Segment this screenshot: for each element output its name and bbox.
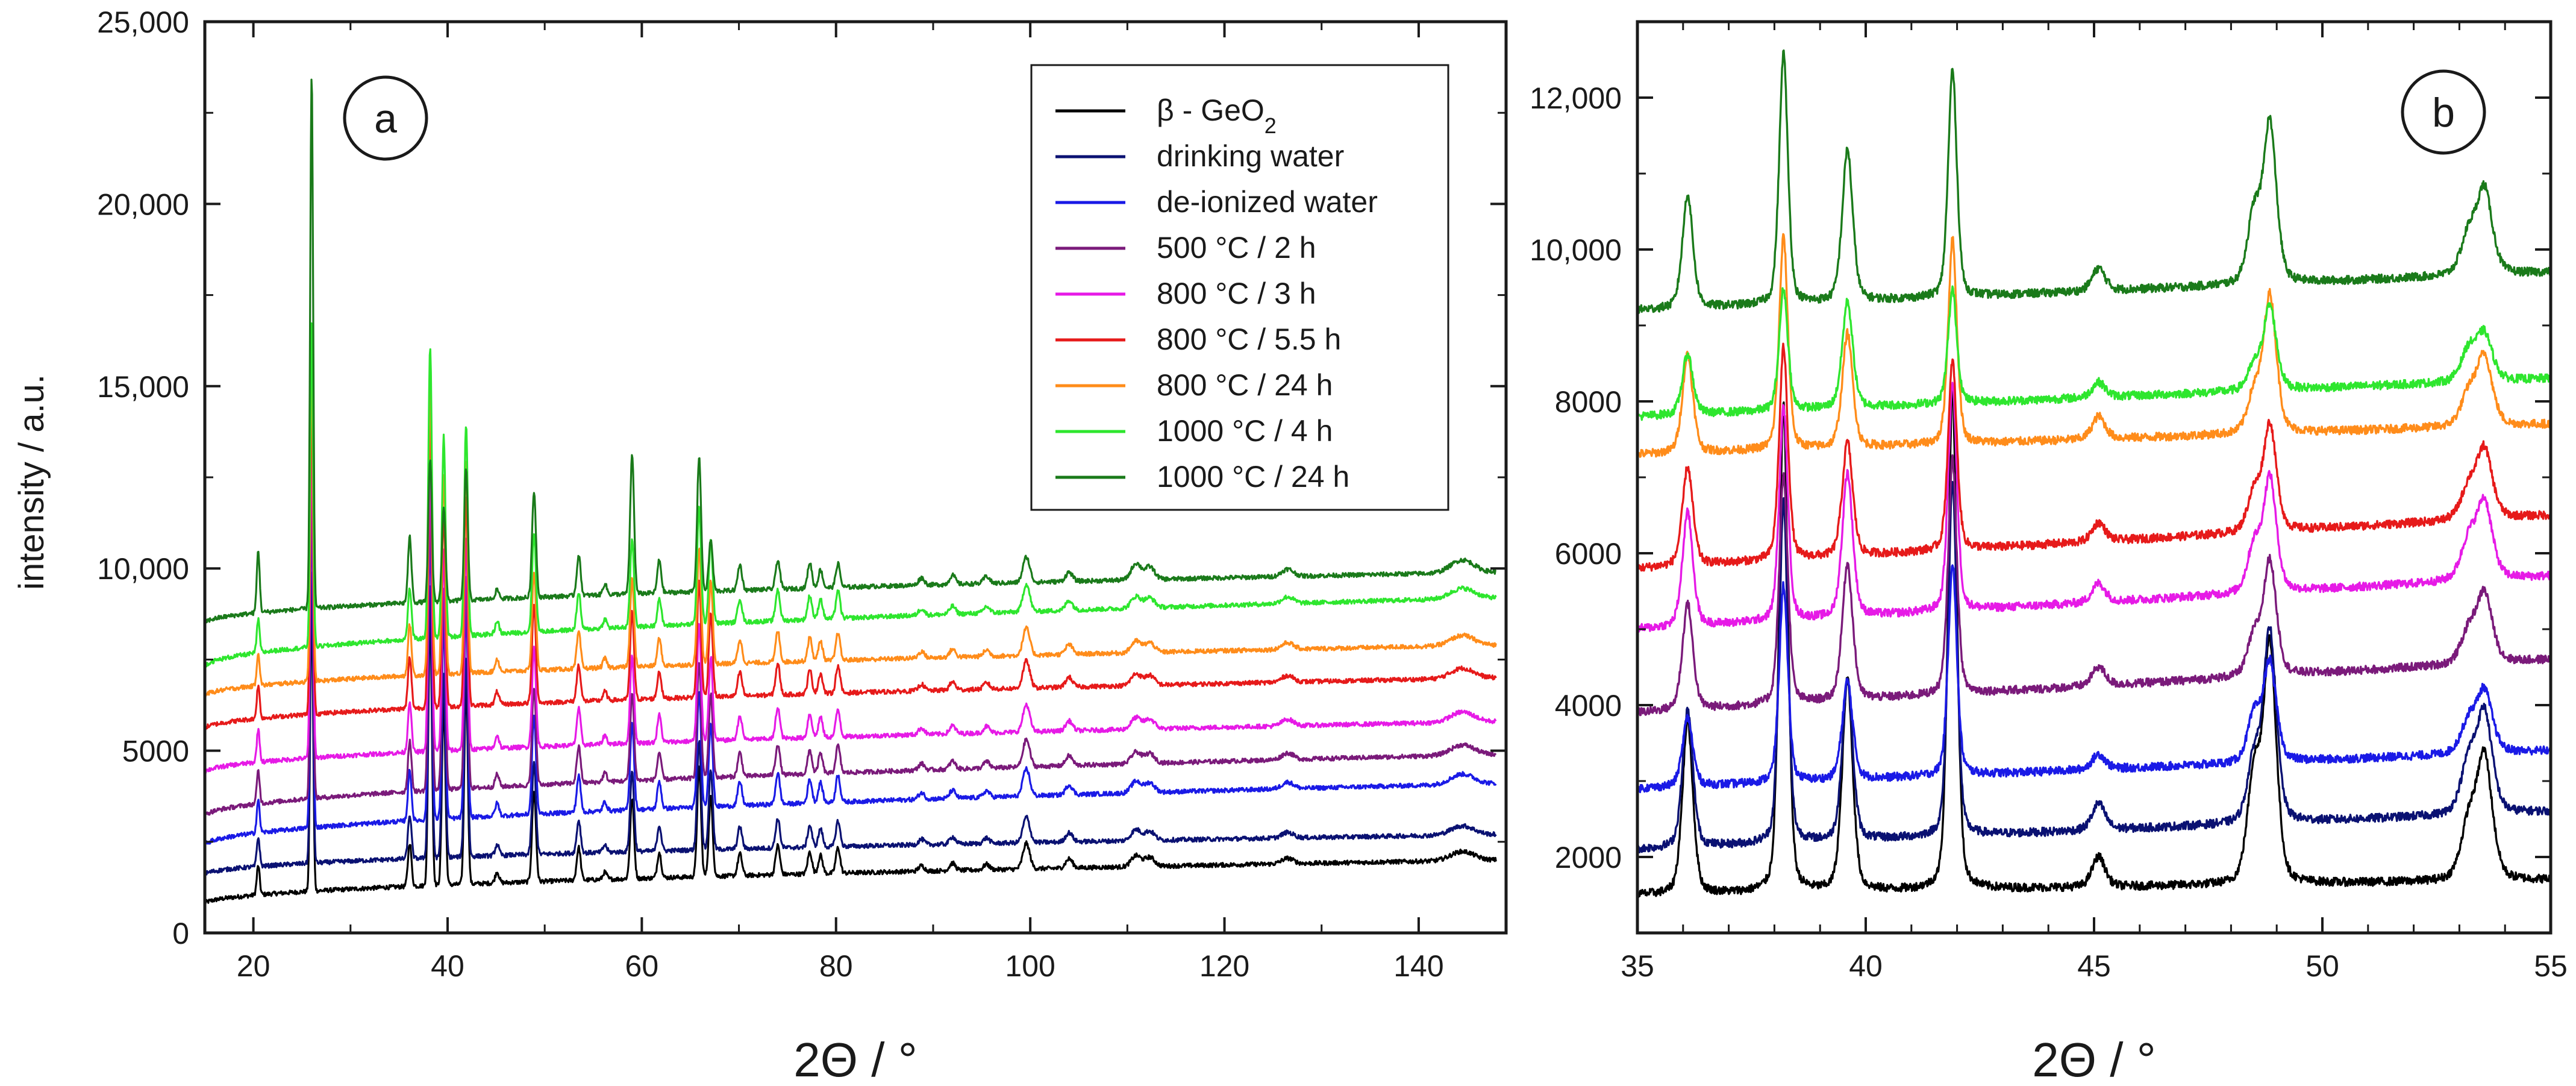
panel-b-ytick-label: 4000 [1555,689,1622,723]
panel-a-label: a [374,96,397,142]
panel-b-label-circle [2401,69,2486,155]
panel-b-xtick-label: 50 [2306,949,2339,983]
panel-b-series-group [1636,49,2552,899]
panel-b-ytick-label: 10,000 [1530,233,1622,267]
panel-b-series-4 [1636,381,2552,633]
panel-a-series-5 [204,386,1497,731]
panel-a-xtick-label: 40 [431,949,464,983]
panel-a-series-2 [204,500,1497,845]
panel-b-xtick-label: 40 [1849,949,1883,983]
panel-a-label-circle [343,75,428,161]
panel-b-series-5 [1636,342,2552,572]
legend-label: de-ionized water [1157,185,1378,219]
panel-b-xtick-label: 55 [2534,949,2568,983]
panel-b-ytick-label: 2000 [1555,841,1622,874]
panel-a-ytick-label: 5000 [122,735,189,768]
panel-a-ytick-label: 10,000 [97,552,189,586]
panel-a-series-4 [204,429,1497,775]
panel-b: 35 40 45 50 55 2000 4000 6000 8000 10,000 12,000 2… [1530,20,2568,1086]
panel-b-series-7 [1636,285,2552,421]
panel-b-series-3 [1636,454,2551,717]
panel-a-series-8 [204,78,1496,624]
legend-label: 800 °C / 3 h [1157,277,1316,310]
legend-label: 1000 °C / 4 h [1157,414,1333,448]
panel-a-series-6 [204,353,1497,698]
panel-a-xtick-label: 100 [1005,949,1055,983]
legend-label: 1000 °C / 24 h [1157,460,1349,494]
panel-b-xlabel: 2Θ / ° [2032,1033,2156,1086]
panel-b-series-2 [1636,564,2551,794]
panel-b-ytick-label: 8000 [1555,385,1622,419]
legend-label: 800 °C / 5.5 h [1157,322,1341,356]
panel-b-label: b [2432,90,2455,136]
panel-a-ytick-label: 15,000 [97,370,189,404]
legend-label-sub: 2 [1265,113,1277,138]
panel-a-series-group [204,78,1497,905]
panel-a-xtick-label: 20 [237,949,270,983]
panel-a-ylabel: intensity / a.u. [12,374,51,590]
panel-a-xtick-label: 80 [819,949,853,983]
panel-b-ytick-label: 6000 [1555,537,1622,571]
panel-a-series-1 [204,571,1497,876]
panel-a-ticks: 20 40 60 80 100 120 140 0 5000 10,000 15,000 20,000… [97,5,1506,983]
panel-a-xlabel: 2Θ / ° [793,1033,917,1086]
panel-a-series-7 [204,322,1497,668]
panel-a-xtick-label: 60 [625,949,659,983]
panel-a: 20 40 60 80 100 120 140 0 5000 10,000 15,000 20,000… [12,5,1508,1086]
legend-label: drinking water [1157,139,1344,173]
legend-box [1030,64,1449,511]
panel-b-xtick-label: 35 [1621,949,1654,983]
legend-label: 500 °C / 2 h [1157,231,1316,265]
panel-b-xtick-label: 45 [2077,949,2111,983]
panel-b-ytick-label: 12,000 [1530,81,1622,115]
panel-a-ytick-label: 25,000 [97,5,189,39]
legend-label: 800 °C / 24 h [1157,368,1333,402]
panel-a-series-3 [204,472,1497,818]
panel-b-series-8 [1636,49,2552,315]
panel-a-ytick-label: 20,000 [97,187,189,221]
panel-b-ticks: 35 40 45 50 55 2000 4000 6000 8000 10,000 12,000 [1530,20,2568,983]
panel-a-series-0 [204,600,1497,905]
panel-a-xtick-label: 140 [1393,949,1443,983]
panel-a-xtick-label: 120 [1199,949,1249,983]
panel-a-ytick-label: 0 [172,917,189,950]
